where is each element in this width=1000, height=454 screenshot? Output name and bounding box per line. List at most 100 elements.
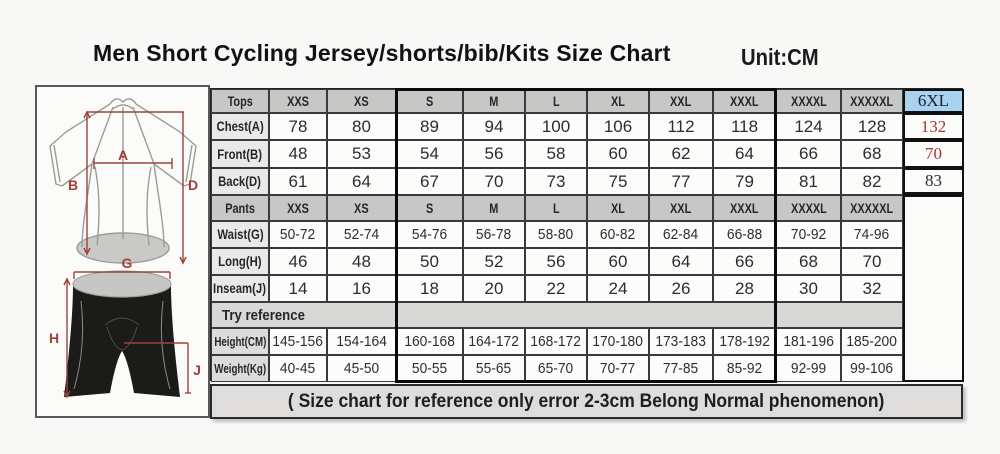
value-cell: 52 <box>463 248 525 275</box>
value-cell: 68 <box>841 140 903 168</box>
size-header-xxxl: XXXL <box>713 89 776 113</box>
size-header-l: L <box>525 89 587 113</box>
value-cell: 66 <box>713 248 776 275</box>
row-label: Weight(Kg) <box>211 355 269 382</box>
size-header-xxl: XXL <box>649 195 713 221</box>
shorts-label-g: G <box>122 255 133 271</box>
row-label: Waist(G) <box>211 221 269 248</box>
value-cell: 185-200 <box>841 328 903 355</box>
value-cell: 60 <box>587 140 649 168</box>
value-cell: 65-70 <box>525 355 587 382</box>
size-header-m: M <box>463 195 525 221</box>
size-header-xxs: XXS <box>269 195 327 221</box>
jersey-drawing <box>49 98 197 264</box>
value-cell: 22 <box>525 275 587 302</box>
value-cell: 77-85 <box>649 355 713 382</box>
shorts-label-j: J <box>193 362 201 378</box>
row-label: Height(CM) <box>211 328 269 355</box>
value-cell: 77 <box>649 168 713 195</box>
value-cell: 30 <box>776 275 841 302</box>
value-cell: 24 <box>587 275 649 302</box>
value-cell: 52-74 <box>327 221 396 248</box>
value-cell: 74-96 <box>841 221 903 248</box>
size-header-xxxxxl: XXXXXL <box>841 195 903 221</box>
value-cell: 154-164 <box>327 328 396 355</box>
value-cell: 79 <box>713 168 776 195</box>
value-cell: 66 <box>776 140 841 168</box>
value-cell: 56 <box>525 248 587 275</box>
shorts-measure-lines <box>63 271 191 399</box>
value-cell-6xl: 83 <box>903 168 964 195</box>
shorts-drawing <box>64 270 180 397</box>
value-cell: 48 <box>269 140 327 168</box>
value-cell: 50-72 <box>269 221 327 248</box>
try-reference-spacer <box>396 302 903 328</box>
value-cell: 50-55 <box>396 355 463 382</box>
value-cell: 160-168 <box>396 328 463 355</box>
value-cell: 20 <box>463 275 525 302</box>
value-cell: 62-84 <box>649 221 713 248</box>
value-cell: 70-92 <box>776 221 841 248</box>
value-cell: 82 <box>841 168 903 195</box>
value-cell: 16 <box>327 275 396 302</box>
value-cell: 164-172 <box>463 328 525 355</box>
value-cell: 53 <box>327 140 396 168</box>
value-cell: 128 <box>841 113 903 140</box>
try-reference-label: Try reference <box>211 302 396 328</box>
value-cell: 61 <box>269 168 327 195</box>
value-cell: 26 <box>649 275 713 302</box>
size-header-xxxxl: XXXXL <box>776 89 841 113</box>
value-cell: 62 <box>649 140 713 168</box>
value-cell: 18 <box>396 275 463 302</box>
value-cell: 170-180 <box>587 328 649 355</box>
value-cell: 81 <box>776 168 841 195</box>
size-header-xxxxxl: XXXXXL <box>841 89 903 113</box>
value-cell: 80 <box>327 113 396 140</box>
value-cell: 14 <box>269 275 327 302</box>
value-cell: 60 <box>587 248 649 275</box>
value-cell: 66-88 <box>713 221 776 248</box>
value-cell: 48 <box>327 248 396 275</box>
size-header-xxxxl: XXXXL <box>776 195 841 221</box>
shorts-label-h: H <box>49 330 59 346</box>
value-cell: 94 <box>463 113 525 140</box>
footnote-text: ( Size chart for reference only error 2-… <box>288 390 885 412</box>
value-cell: 100 <box>525 113 587 140</box>
unit-label: Unit:CM <box>741 44 819 70</box>
value-cell: 145-156 <box>269 328 327 355</box>
size-header-s: S <box>396 195 463 221</box>
value-cell: 55-65 <box>463 355 525 382</box>
value-cell: 89 <box>396 113 463 140</box>
value-cell: 67 <box>396 168 463 195</box>
value-cell-6xl: 70 <box>903 140 964 168</box>
jersey-label-a: A <box>118 147 128 163</box>
size-header-xs: XS <box>327 195 396 221</box>
jersey-label-d: D <box>188 177 198 193</box>
value-cell: 28 <box>713 275 776 302</box>
value-cell: 58 <box>525 140 587 168</box>
value-cell: 168-172 <box>525 328 587 355</box>
value-cell: 99-106 <box>841 355 903 382</box>
tops-header-label: Tops <box>211 89 269 113</box>
value-cell: 60-82 <box>587 221 649 248</box>
footnote-bar: ( Size chart for reference only error 2-… <box>210 384 963 419</box>
value-cell: 112 <box>649 113 713 140</box>
value-cell: 75 <box>587 168 649 195</box>
size-header-xxs: XXS <box>269 89 327 113</box>
value-cell: 106 <box>587 113 649 140</box>
size-header-xl: XL <box>587 195 649 221</box>
value-cell-6xl: 132 <box>903 113 964 140</box>
value-cell: 73 <box>525 168 587 195</box>
value-cell: 50 <box>396 248 463 275</box>
value-cell: 54-76 <box>396 221 463 248</box>
value-cell: 85-92 <box>713 355 776 382</box>
size-header-xl: XL <box>587 89 649 113</box>
size-header-l: L <box>525 195 587 221</box>
value-cell: 173-183 <box>649 328 713 355</box>
value-cell: 92-99 <box>776 355 841 382</box>
row-label: Front(B) <box>211 140 269 168</box>
row-label: Chest(A) <box>211 113 269 140</box>
value-cell: 64 <box>649 248 713 275</box>
size-header-m: M <box>463 89 525 113</box>
